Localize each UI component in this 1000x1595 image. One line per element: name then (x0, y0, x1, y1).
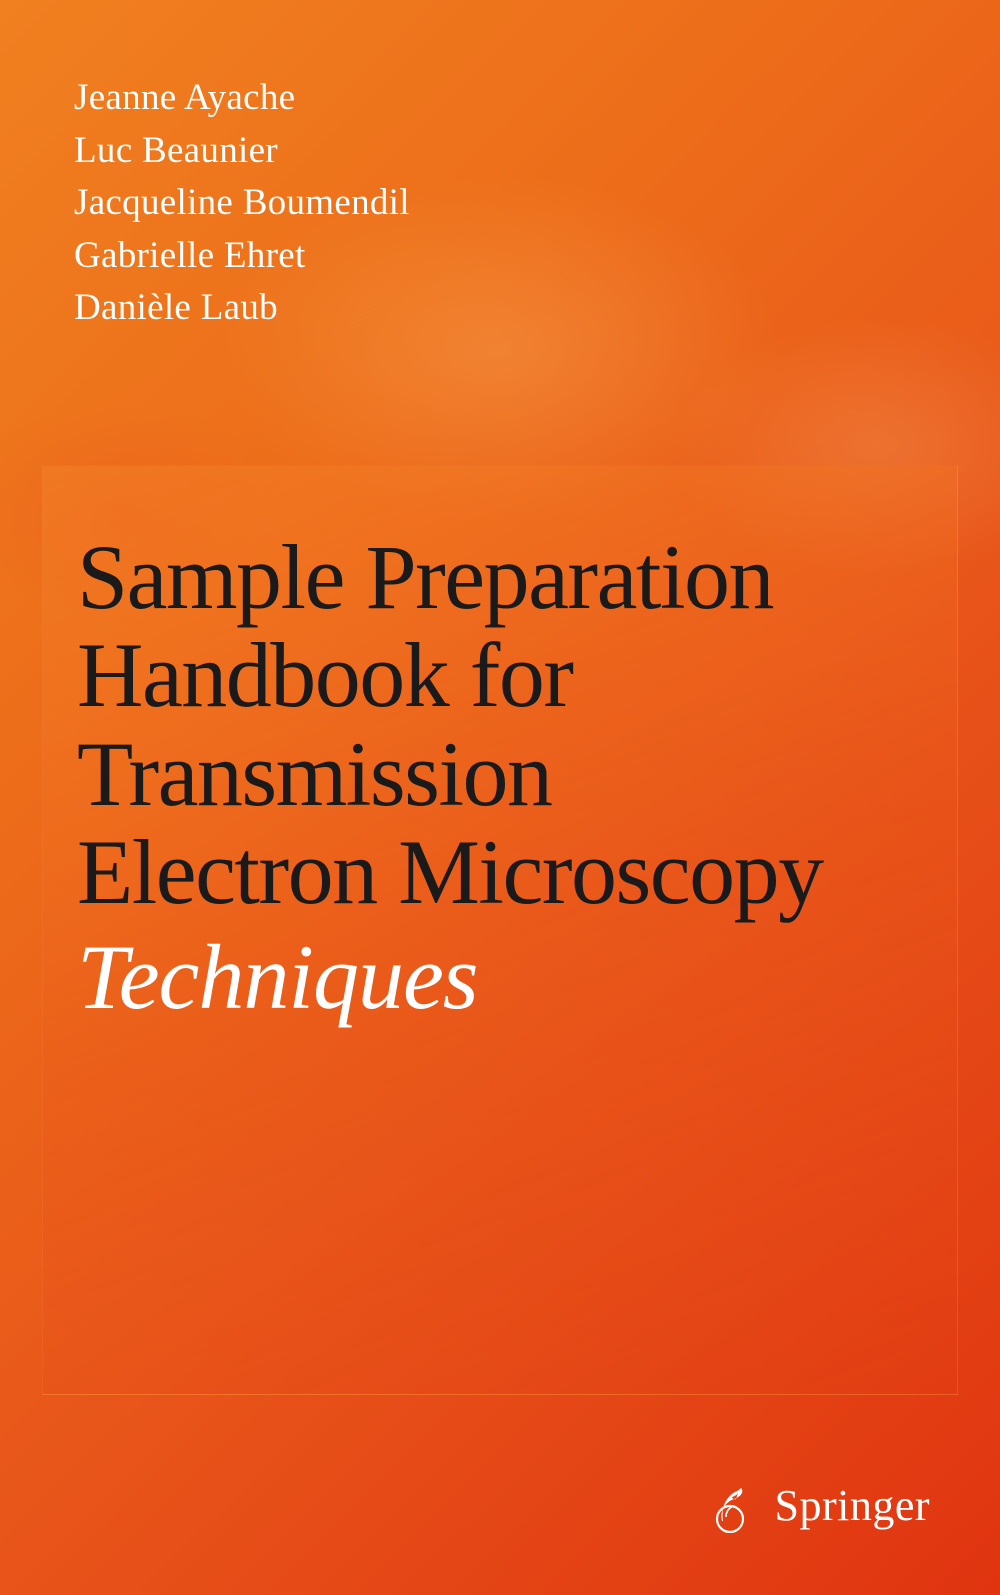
title-panel: Sample Preparation Handbook for Transmis… (42, 465, 958, 1395)
author-name: Luc Beaunier (74, 125, 926, 178)
author-name: Jeanne Ayache (74, 72, 926, 125)
book-title-line: Handbook for (77, 626, 923, 724)
book-title-line: Sample Preparation (77, 528, 923, 626)
springer-horse-icon (702, 1477, 758, 1533)
book-title-line: Transmission (77, 725, 923, 823)
author-name: Gabrielle Ehret (74, 230, 926, 283)
book-title-line: Electron Microscopy (77, 823, 923, 921)
publisher-block: Springer (702, 1477, 930, 1533)
authors-block: Jeanne Ayache Luc Beaunier Jacqueline Bo… (74, 72, 926, 335)
author-name: Jacqueline Boumendil (74, 177, 926, 230)
publisher-name: Springer (774, 1480, 930, 1531)
author-name: Danièle Laub (74, 282, 926, 335)
book-subtitle: Techniques (77, 928, 923, 1027)
